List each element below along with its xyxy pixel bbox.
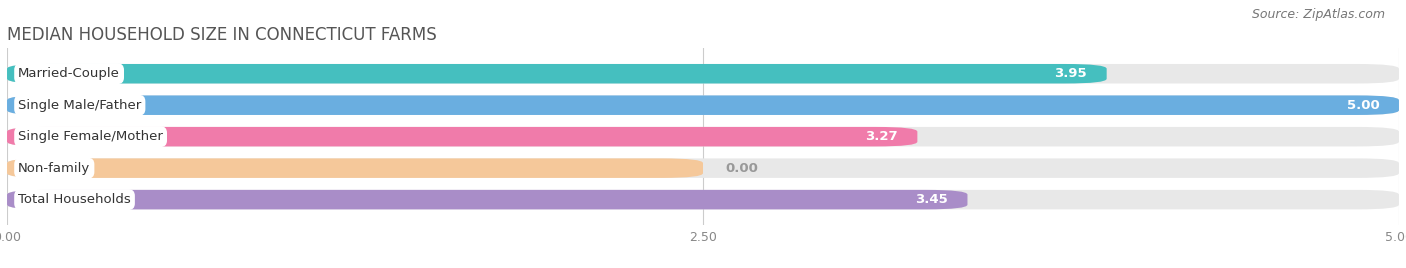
Text: Non-family: Non-family bbox=[18, 162, 90, 175]
Text: 0.00: 0.00 bbox=[725, 162, 758, 175]
FancyBboxPatch shape bbox=[7, 64, 1399, 84]
FancyBboxPatch shape bbox=[7, 158, 1399, 178]
Text: 5.00: 5.00 bbox=[1347, 99, 1379, 112]
Text: Total Households: Total Households bbox=[18, 193, 131, 206]
Text: Single Male/Father: Single Male/Father bbox=[18, 99, 142, 112]
Text: MEDIAN HOUSEHOLD SIZE IN CONNECTICUT FARMS: MEDIAN HOUSEHOLD SIZE IN CONNECTICUT FAR… bbox=[7, 26, 437, 44]
Text: Source: ZipAtlas.com: Source: ZipAtlas.com bbox=[1251, 8, 1385, 21]
FancyBboxPatch shape bbox=[7, 127, 1399, 146]
Text: 3.45: 3.45 bbox=[915, 193, 948, 206]
FancyBboxPatch shape bbox=[7, 190, 1399, 209]
FancyBboxPatch shape bbox=[7, 190, 967, 209]
FancyBboxPatch shape bbox=[7, 95, 1399, 115]
FancyBboxPatch shape bbox=[7, 158, 703, 178]
Text: 3.27: 3.27 bbox=[865, 130, 898, 143]
FancyBboxPatch shape bbox=[7, 127, 917, 146]
Text: Married-Couple: Married-Couple bbox=[18, 67, 120, 80]
Text: Single Female/Mother: Single Female/Mother bbox=[18, 130, 163, 143]
FancyBboxPatch shape bbox=[7, 64, 1107, 84]
Text: 3.95: 3.95 bbox=[1054, 67, 1087, 80]
FancyBboxPatch shape bbox=[7, 95, 1399, 115]
